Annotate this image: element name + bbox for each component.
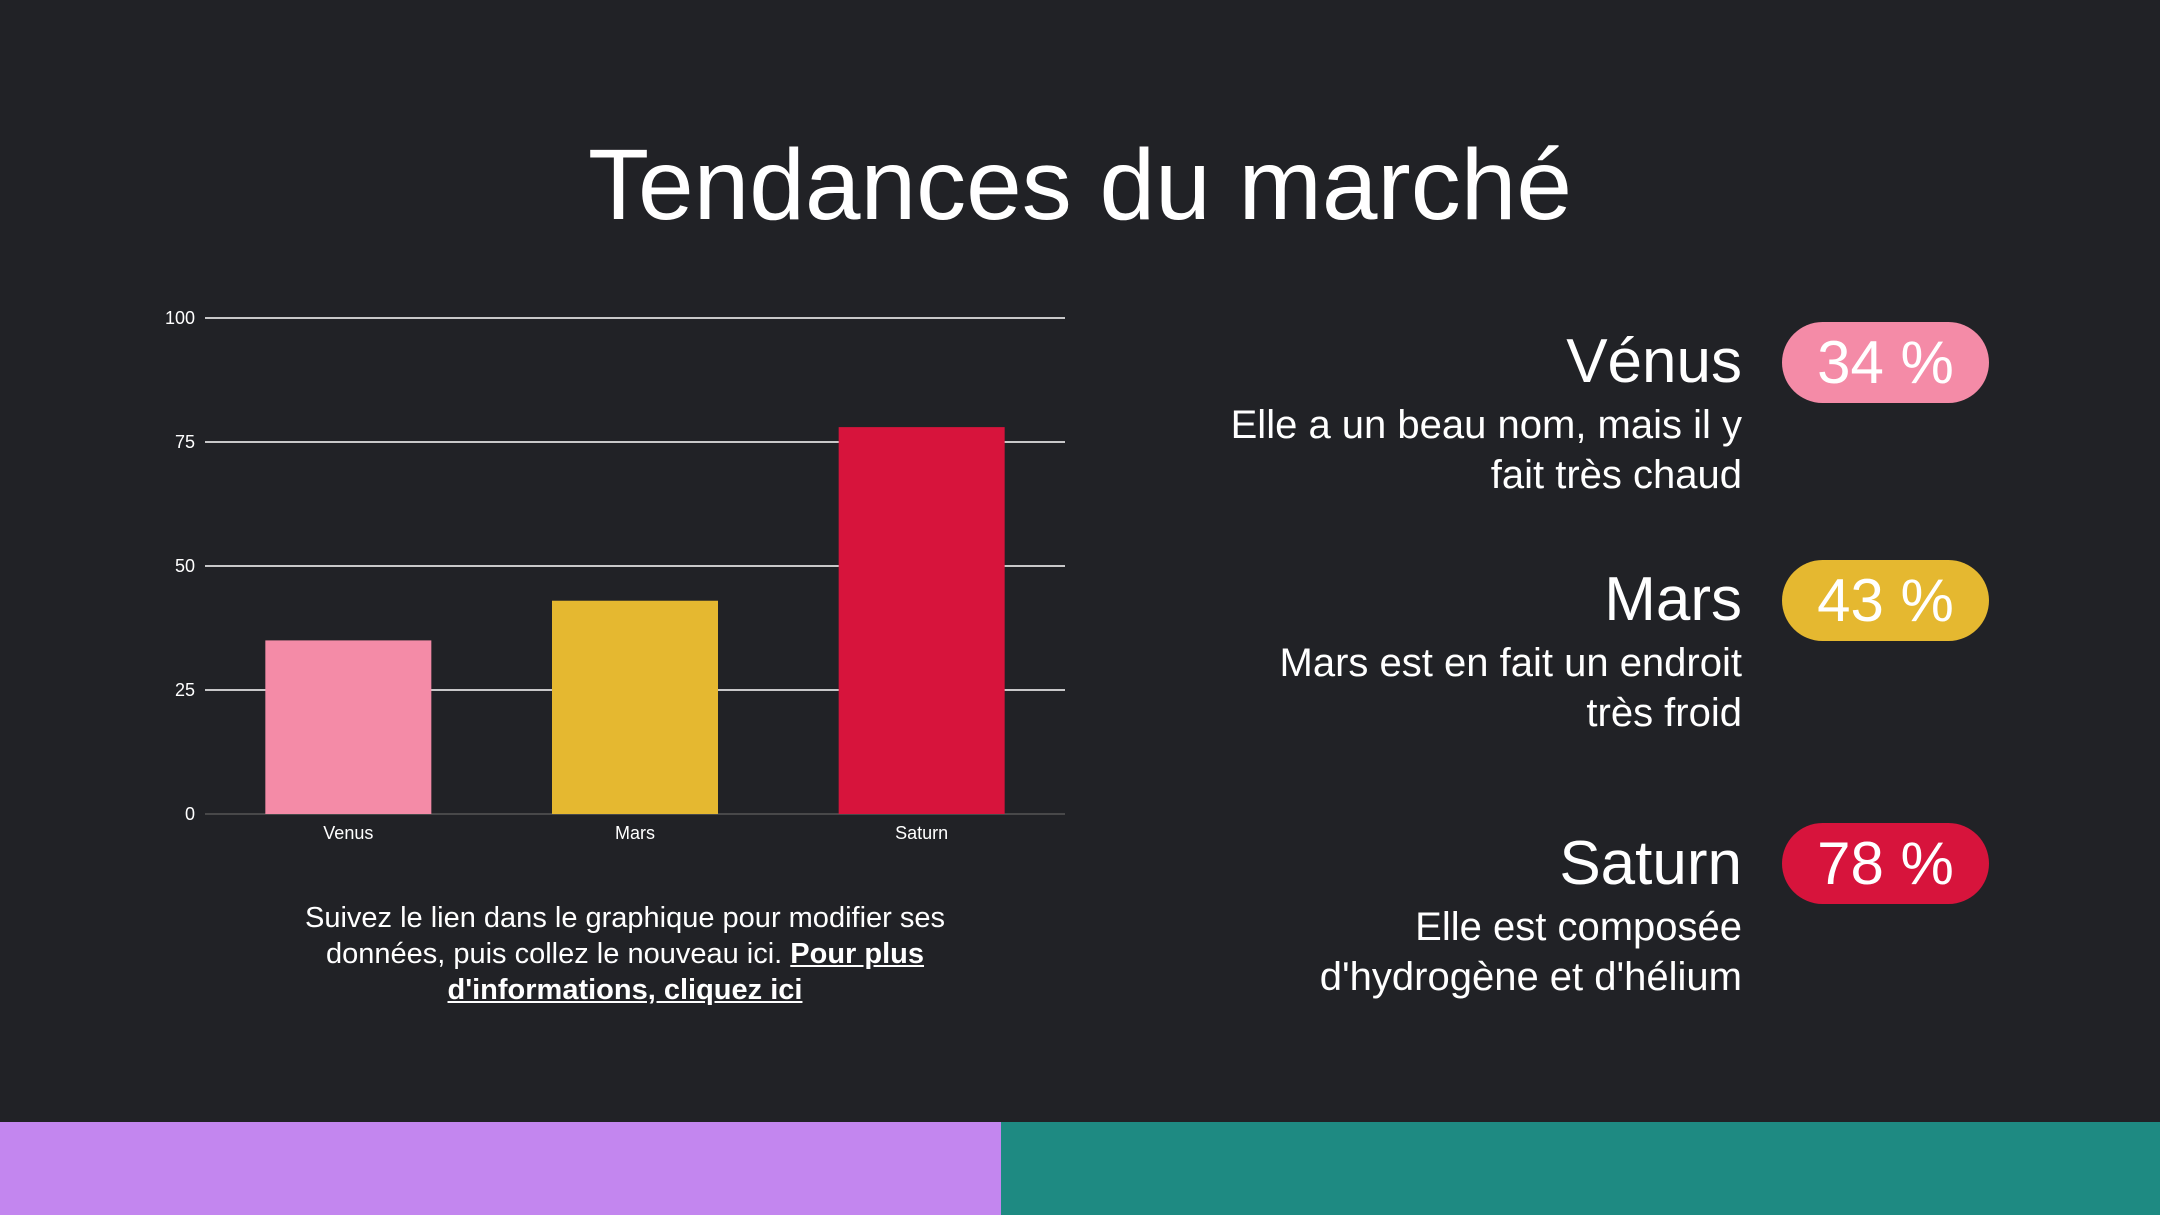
y-tick-label: 25: [175, 680, 195, 700]
bar-saturn: [838, 427, 1005, 814]
planet-venus: Vénus Elle a un beau nom, mais il y fait…: [1042, 326, 1742, 500]
chart-note: Suivez le lien dans le graphique pour mo…: [260, 900, 990, 1008]
y-tick-label: 50: [175, 556, 195, 576]
y-tick-label: 0: [185, 804, 195, 824]
bar-venus: [265, 640, 432, 814]
planet-name: Mars: [1604, 565, 1742, 634]
x-tick-label: Venus: [323, 823, 373, 843]
planet-name: Vénus: [1566, 327, 1742, 396]
planet-mars: Mars Mars est en fait un endroit très fr…: [1042, 564, 1742, 738]
bar-mars: [552, 600, 718, 814]
percent-badge-saturn: 78 %: [1782, 823, 1989, 904]
y-tick-label: 100: [165, 308, 195, 328]
footer-band-purple: [0, 1122, 1001, 1215]
percent-badge-mars: 43 %: [1782, 560, 1989, 641]
bar-chart[interactable]: 0 25 50 75 100 Venus Mars Saturn: [140, 295, 1080, 855]
x-tick-label: Saturn: [895, 823, 948, 843]
planet-saturn: Saturn Elle est composée d'hydrogène et …: [1042, 828, 1742, 1002]
footer-band-teal: [1001, 1122, 2160, 1215]
note-text: Suivez le lien dans le graphique pour mo…: [305, 902, 945, 970]
planet-description: Elle est composée d'hydrogène et d'héliu…: [1319, 905, 1742, 999]
y-tick-label: 75: [175, 432, 195, 452]
planet-description: Elle a un beau nom, mais il y fait très …: [1230, 403, 1742, 497]
more-info-link[interactable]: Pour plus d'informations, cliquez ici: [447, 938, 925, 1006]
percent-badge-venus: 34 %: [1782, 322, 1989, 403]
planet-description: Mars est en fait un endroit très froid: [1279, 641, 1742, 735]
slide-title: Tendances du marché: [588, 129, 1572, 241]
planet-name: Saturn: [1559, 829, 1742, 898]
x-tick-label: Mars: [615, 823, 655, 843]
